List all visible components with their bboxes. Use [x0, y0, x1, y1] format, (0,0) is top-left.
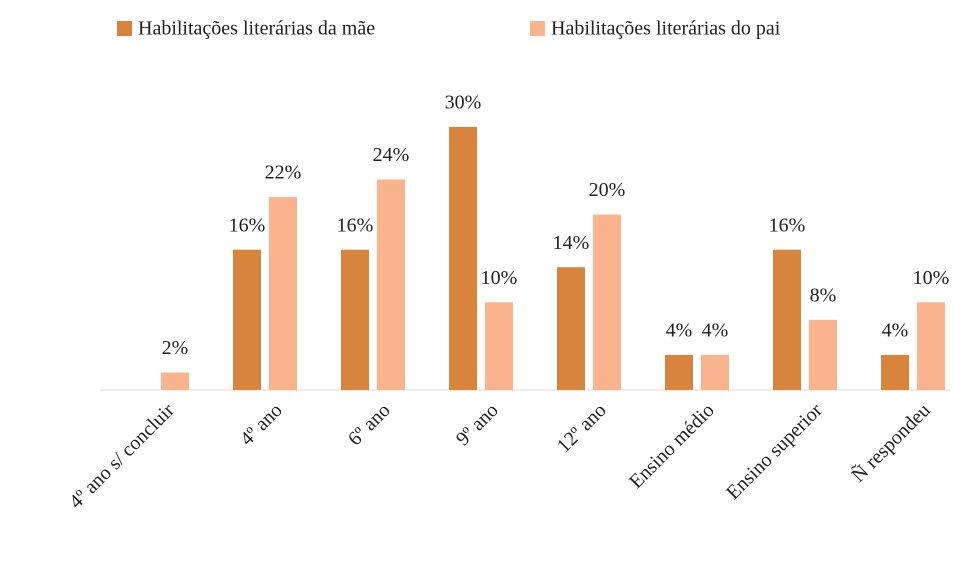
- legend-swatch: [117, 21, 132, 36]
- data-label: 4%: [882, 320, 909, 342]
- x-tick-label: 4º ano: [236, 399, 287, 450]
- data-label: 10%: [481, 267, 518, 289]
- data-label: 14%: [553, 232, 590, 254]
- bar: [665, 354, 693, 390]
- x-tick-label: Ensino superior: [722, 399, 827, 504]
- x-tick-label: Ensino médio: [625, 399, 719, 493]
- bar: [161, 372, 189, 390]
- bar: [377, 179, 405, 390]
- data-label: 16%: [769, 214, 806, 236]
- bar: [341, 249, 369, 390]
- x-tick-label: 12º ano: [553, 399, 611, 457]
- data-label: 20%: [589, 179, 626, 201]
- data-label: 30%: [445, 91, 482, 113]
- data-label: 8%: [810, 284, 837, 306]
- data-label: 10%: [913, 267, 950, 289]
- data-label: 22%: [265, 162, 302, 184]
- data-label: 16%: [337, 214, 374, 236]
- bar: [917, 302, 945, 390]
- x-tick-label: 6º ano: [344, 399, 395, 450]
- bar: [557, 267, 585, 390]
- data-label: 4%: [666, 320, 693, 342]
- data-label: 4%: [702, 320, 729, 342]
- legend-label: Habilitações literárias do pai: [551, 18, 781, 40]
- bar: [773, 249, 801, 390]
- bar: [485, 302, 513, 390]
- bar: [809, 319, 837, 390]
- legend-swatch: [530, 21, 545, 36]
- bar: [881, 354, 909, 390]
- data-label: 16%: [229, 214, 266, 236]
- bar: [449, 126, 477, 391]
- bar: [593, 214, 621, 390]
- data-label: 2%: [162, 337, 189, 359]
- data-label: 24%: [373, 144, 410, 166]
- legend-label: Habilitações literárias da mãe: [138, 18, 375, 40]
- x-tick-label: 4º ano s/ concluir: [65, 399, 179, 513]
- bar: [701, 354, 729, 390]
- x-tick-label: Ñ respondeu: [846, 398, 935, 487]
- x-tick-label: 9º ano: [452, 399, 503, 450]
- bar: [269, 197, 297, 390]
- bar: [233, 249, 261, 390]
